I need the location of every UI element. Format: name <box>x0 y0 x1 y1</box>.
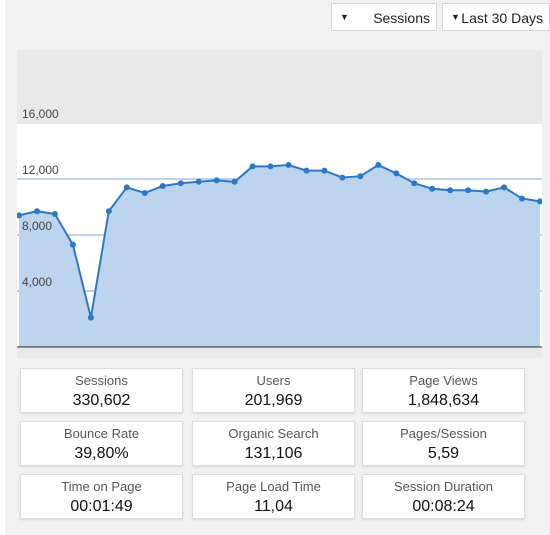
stat-value: 201,969 <box>244 392 303 409</box>
date-range-select-value: Last 30 Days <box>461 10 543 26</box>
stat-value: 39,80% <box>74 445 129 462</box>
stat-value: 00:08:24 <box>412 498 475 515</box>
stat-label: Organic Search <box>228 426 319 441</box>
metric-select-value: Sessions <box>373 10 430 26</box>
stat-value: 11,04 <box>254 498 293 515</box>
data-point[interactable] <box>411 180 418 187</box>
data-point[interactable] <box>87 314 94 321</box>
stat-label: Session Duration <box>394 479 493 494</box>
data-point[interactable] <box>339 174 346 181</box>
stat-label: Pages/Session <box>400 426 487 441</box>
data-point[interactable] <box>393 170 400 177</box>
sessions-chart: 4,000 8,000 12,000 16,000 <box>17 50 542 358</box>
data-point[interactable] <box>17 212 22 219</box>
data-point[interactable] <box>447 187 454 194</box>
left-border <box>0 0 5 535</box>
stat-card-bounce-rate: Bounce Rate 39,80% <box>20 421 183 466</box>
sessions-area-chart: 4,000 8,000 12,000 16,000 <box>17 107 542 348</box>
stat-label: Users <box>256 373 291 388</box>
stat-value: 131,106 <box>244 445 303 462</box>
data-point[interactable] <box>213 177 220 184</box>
stat-label: Time on Page <box>61 479 142 494</box>
data-point[interactable] <box>69 241 76 248</box>
data-point[interactable] <box>231 178 238 185</box>
data-point[interactable] <box>285 162 292 168</box>
data-point[interactable] <box>429 185 436 192</box>
chevron-down-icon: ▼ <box>340 12 349 22</box>
data-point[interactable] <box>483 188 490 195</box>
stat-card-time-on-page: Time on Page 00:01:49 <box>20 474 183 519</box>
y-tick-label: 8,000 <box>22 219 52 233</box>
stat-label: Bounce Rate <box>63 426 140 441</box>
date-range-select[interactable]: ▼ Last 30 Days <box>442 3 550 31</box>
stat-card-pages-per-session: Pages/Session 5,59 <box>362 421 525 466</box>
data-point[interactable] <box>177 180 184 187</box>
stat-label: Page Views <box>409 373 478 388</box>
data-point[interactable] <box>501 184 508 191</box>
data-point[interactable] <box>267 163 274 170</box>
data-point[interactable] <box>123 184 130 191</box>
data-point[interactable] <box>519 195 525 202</box>
y-tick-label: 16,000 <box>22 107 59 121</box>
stat-card-sessions: Sessions 330,602 <box>20 368 183 413</box>
stat-label: Page Load Time <box>226 479 321 494</box>
data-point[interactable] <box>141 190 148 196</box>
data-point[interactable] <box>34 208 40 215</box>
data-point[interactable] <box>159 183 166 189</box>
data-point[interactable] <box>195 178 202 185</box>
data-point[interactable] <box>249 163 256 170</box>
stat-label: Sessions <box>75 373 128 388</box>
series-area-fill <box>19 165 540 347</box>
data-point[interactable] <box>303 167 310 174</box>
data-point[interactable] <box>321 167 328 174</box>
stat-value: 1,848,634 <box>407 392 480 409</box>
chevron-down-icon: ▼ <box>451 12 460 22</box>
y-tick-label: 4,000 <box>22 275 52 289</box>
stat-card-session-duration: Session Duration 00:08:24 <box>362 474 525 519</box>
data-point[interactable] <box>537 198 542 205</box>
metric-select[interactable]: ▼ Sessions <box>331 3 437 31</box>
y-tick-label: 12,000 <box>22 163 59 177</box>
data-point[interactable] <box>357 173 364 180</box>
data-point[interactable] <box>465 187 472 194</box>
stat-value: 5,59 <box>427 445 460 462</box>
data-point[interactable] <box>51 211 58 217</box>
data-point[interactable] <box>105 208 112 215</box>
data-point[interactable] <box>375 162 382 168</box>
stat-value: 00:01:49 <box>70 498 133 515</box>
stat-card-page-views: Page Views 1,848,634 <box>362 368 525 413</box>
stat-card-page-load-time: Page Load Time 11,04 <box>192 474 355 519</box>
stat-value: 330,602 <box>72 392 131 409</box>
stat-card-organic-search: Organic Search 131,106 <box>192 421 355 466</box>
stat-card-users: Users 201,969 <box>192 368 355 413</box>
